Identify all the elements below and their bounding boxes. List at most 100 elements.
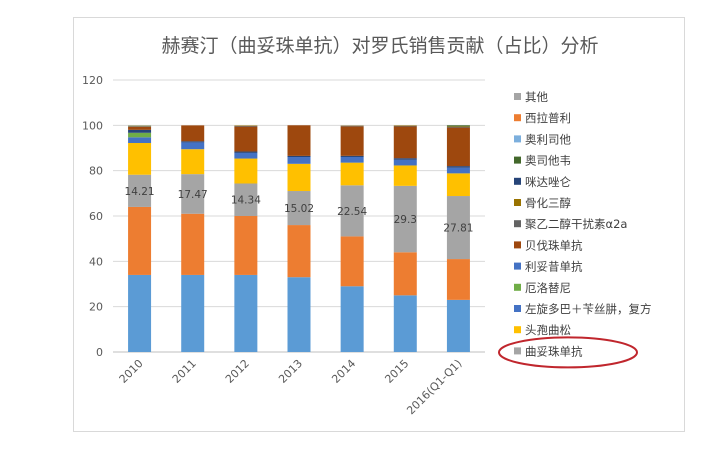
legend-swatch [514,347,521,355]
bar-segment [234,216,258,275]
legend-item: 聚乙二醇干扰素α2a [525,217,627,231]
bar-segment [393,159,417,166]
data-label: 15.02 [284,203,314,215]
bar-segment [393,295,417,352]
data-label: 14.21 [125,186,155,198]
x-tick-label: 2015 [382,357,411,386]
bar-segment [446,167,470,174]
y-tick-label: 40 [89,255,103,268]
legend-swatch [514,262,521,270]
bar-segment [181,174,205,214]
bar-segment [340,185,364,237]
x-tick-label: 2012 [223,357,252,386]
bar-segment [128,126,152,130]
legend-item: 头孢曲松 [525,323,571,337]
data-label: 27.81 [443,223,473,235]
bar-segment [234,126,258,152]
bar-segment [181,274,205,352]
legend-item: 奥司他韦 [525,154,571,168]
legend-item: 其他 [525,90,548,104]
legend-item: 西拉普利 [525,111,571,125]
bar-segment [446,173,470,197]
bar-segment [128,274,152,352]
legend-item: 贝伐珠单抗 [525,238,583,252]
legend-swatch [514,114,521,122]
x-tick-label: 2016(Q1-Q1) [404,357,464,417]
legend-item: 曲妥珠单抗 [525,344,583,358]
legend-swatch [514,283,521,291]
data-labels: 14.21 17.47 14.34 15.02 22.54 29.3 27.81 [125,186,474,235]
legend-swatch [514,326,521,334]
bar-segment [393,158,417,160]
bar-segment [340,286,364,352]
legend-swatch [514,156,521,164]
bar-segment [446,196,470,260]
legend-swatch [514,135,521,143]
bar-segment [128,142,152,175]
bar-segment [287,191,311,226]
bar-segment [128,129,152,133]
bar-segment [393,125,417,127]
y-tick-label: 100 [82,119,103,132]
bar-segment [393,185,417,253]
bar-segment [446,299,470,352]
legend-swatch [514,220,521,228]
data-label: 14.34 [231,195,261,207]
legend-item: 骨化三醇 [525,196,571,210]
legend-swatch [514,93,521,100]
x-tick-label: 2011 [170,357,199,386]
legend-swatch [514,305,521,312]
bar-segment [446,127,470,167]
legend-swatch [514,241,521,249]
chart-frame [73,17,685,432]
y-tick-label: 60 [89,210,103,223]
data-label: 17.47 [178,189,208,201]
bar-segment [181,125,205,142]
bar-segment [287,155,311,158]
y-tick-label: 120 [82,74,103,87]
legend-item: 咪达唑仑 [525,175,571,189]
bar-segment [393,126,417,159]
legend-item: 厄洛替尼 [525,281,571,295]
bar-segment [234,183,258,216]
bar-segment [128,206,152,275]
legend-item: 奥利司他 [525,132,571,146]
y-tick-label: 80 [89,165,103,178]
bar-segment [287,125,311,156]
data-label: 29.3 [394,214,417,226]
bar-segment [128,126,152,127]
x-tick-label: 2013 [276,357,305,386]
highlight-circle [498,336,638,369]
bar-segment [340,125,364,127]
legend-item: 左旋多巴＋苄丝肼，复方 [525,302,652,316]
bar-segment [340,236,364,287]
bar-segment [181,149,205,175]
bar-segment [287,225,311,278]
bar-segment [393,252,417,296]
legend-swatch [514,199,521,206]
x-tick-label: 2010 [117,357,146,386]
bar-segment [234,125,258,127]
bar-segment [340,126,364,156]
bar-segment [287,157,311,164]
bar-segment [446,166,470,168]
legend-swatch [514,177,521,185]
bar-segment [234,274,258,352]
bars [128,125,470,352]
bar-segment [234,151,258,153]
x-tick-label: 2014 [329,357,358,386]
bar-segment [340,156,364,163]
bar-segment [234,152,258,159]
bar-segment [287,277,311,352]
bar-segment [128,132,152,138]
y-tick-label: 20 [89,301,103,314]
bar-segment [287,163,311,192]
bar-segment [128,174,152,207]
y-axis: 0 20 40 60 80 100 120 [82,74,103,359]
bar-segment [181,141,205,143]
y-tick-label: 0 [96,346,103,359]
bar-segment [393,165,417,186]
